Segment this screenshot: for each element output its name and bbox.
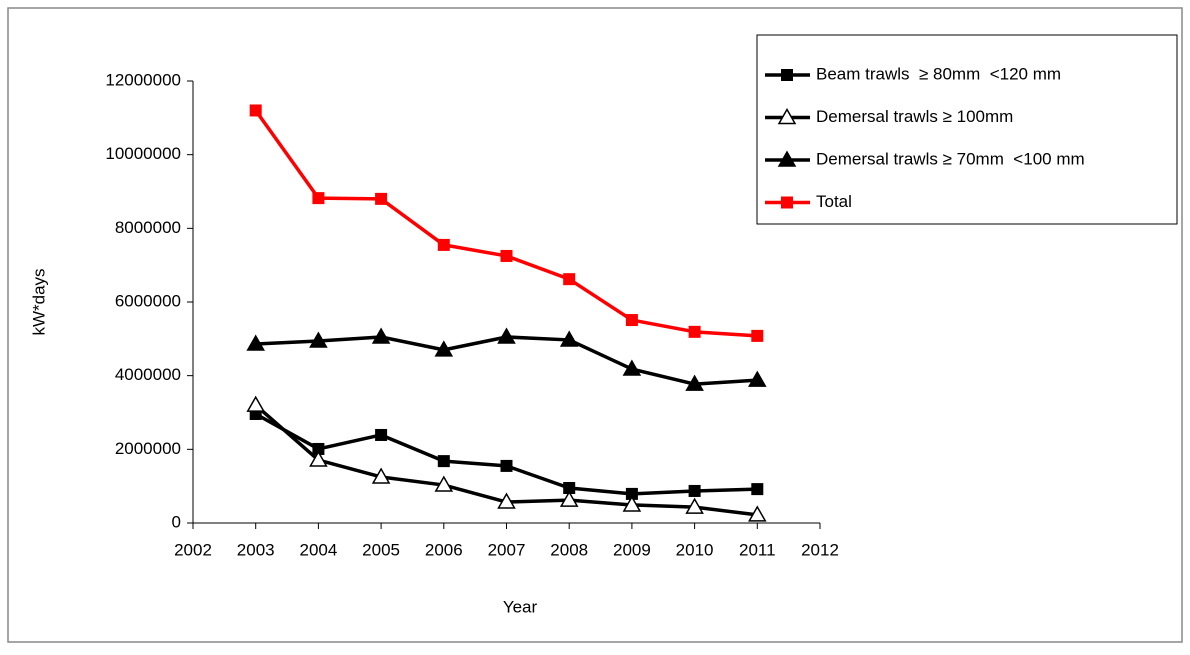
- x-tick-label: 2011: [739, 540, 776, 559]
- y-tick-label: 4000000: [115, 365, 181, 384]
- legend-box: [756, 34, 1178, 225]
- data-point: [375, 192, 388, 205]
- data-point: [500, 459, 513, 472]
- y-tick-label: 12000000: [105, 70, 181, 89]
- data-point: [497, 327, 516, 344]
- x-axis-label: Year: [503, 597, 538, 616]
- data-point: [748, 505, 767, 522]
- data-point: [309, 450, 328, 467]
- data-point: [500, 249, 513, 262]
- data-point: [688, 484, 701, 497]
- data-point: [434, 340, 454, 357]
- legend-marker: [777, 107, 797, 125]
- data-point: [625, 314, 638, 327]
- data-point: [375, 428, 388, 441]
- data-point: [622, 359, 642, 376]
- data-point: [751, 329, 764, 342]
- data-point: [559, 490, 579, 507]
- data-point: [685, 374, 704, 391]
- x-tick-label: 2010: [676, 540, 714, 559]
- data-point: [312, 192, 325, 205]
- y-tick-label: 0: [172, 512, 181, 531]
- data-point: [434, 475, 454, 492]
- data-point: [563, 482, 576, 495]
- legend-marker: [781, 196, 793, 209]
- data-point: [371, 467, 391, 484]
- y-tick-label: 10000000: [105, 144, 181, 163]
- x-tick-label: 2012: [801, 540, 839, 559]
- y-tick-label: 2000000: [115, 439, 181, 458]
- data-point: [249, 104, 262, 117]
- data-point: [246, 395, 265, 412]
- legend-label: Total: [816, 192, 852, 211]
- data-point: [748, 370, 767, 387]
- data-point: [625, 487, 638, 500]
- x-tick-label: 2002: [174, 540, 212, 559]
- x-tick-label: 2004: [299, 540, 337, 559]
- x-tick-label: 2007: [488, 540, 526, 559]
- y-tick-label: 8000000: [115, 218, 181, 237]
- legend-marker: [777, 150, 797, 167]
- x-tick-label: 2008: [550, 540, 588, 559]
- x-tick-label: 2005: [362, 540, 400, 559]
- data-point: [685, 497, 704, 514]
- data-point: [312, 442, 325, 455]
- data-point: [688, 325, 701, 338]
- data-point: [563, 273, 576, 286]
- x-tick-label: 2006: [425, 540, 463, 559]
- data-point: [437, 238, 450, 251]
- y-tick-label: 6000000: [115, 291, 181, 310]
- data-point: [497, 492, 516, 509]
- legend-label: Beam trawls ≥ 80mm <120 mm: [816, 64, 1061, 83]
- x-tick-label: 2009: [613, 540, 651, 559]
- data-point: [751, 483, 764, 496]
- data-point: [622, 495, 642, 512]
- y-axis-label: kW*days: [29, 268, 48, 335]
- data-point: [309, 331, 328, 348]
- legend-marker: [781, 69, 793, 81]
- legend-label: Demersal trawls ≥ 70mm <100 mm: [816, 149, 1085, 168]
- data-point: [559, 330, 579, 347]
- data-point: [371, 327, 391, 344]
- x-tick-label: 2003: [237, 540, 275, 559]
- data-point: [437, 455, 450, 468]
- legend-label: Demersal trawls ≥ 100mm: [816, 107, 1013, 126]
- data-point: [246, 334, 265, 351]
